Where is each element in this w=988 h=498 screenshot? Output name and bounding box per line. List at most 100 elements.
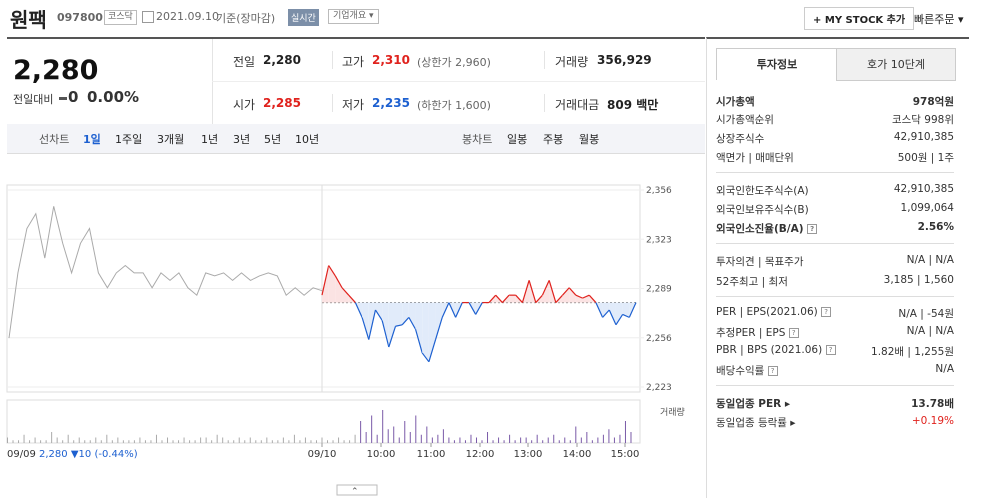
volume-bar <box>415 415 417 443</box>
price-line-segment <box>321 265 330 296</box>
volume-bar <box>89 440 91 443</box>
volume-bar <box>73 440 75 443</box>
tab-quote-10[interactable]: 호가 10단계 <box>836 48 956 81</box>
price-line-segment <box>541 280 550 296</box>
volume-bar <box>591 440 593 443</box>
volume-bar <box>205 437 207 443</box>
volume-value: 356,929 <box>597 53 652 67</box>
volume-bar <box>575 426 577 443</box>
price-line-segment <box>395 324 403 327</box>
info-row-est-per: 추정PER | EPS ? N/A | N/A <box>716 325 954 339</box>
info-row-sector-per[interactable]: 동일업종 PER ▸ 13.78배 <box>716 398 954 410</box>
x-tick-label: 14:00 <box>563 449 592 460</box>
price-area <box>575 295 583 303</box>
volume-bar <box>404 421 406 443</box>
y-tick-label: 2,289 <box>646 285 672 295</box>
volume-bar <box>376 434 378 443</box>
info-row-52week: 52주최고 | 최저 3,185 | 1,560 <box>716 274 954 288</box>
stock-code: 097800 <box>57 11 103 24</box>
price-line-segment <box>588 294 597 303</box>
realtime-badge[interactable]: 실시간 <box>288 9 319 26</box>
price-line-segment <box>521 280 530 303</box>
tab-5y[interactable]: 5년 <box>264 133 282 146</box>
volume-bar <box>464 440 466 443</box>
price-line-segment <box>548 280 557 303</box>
investment-info-panel <box>706 37 969 498</box>
price-line-segment <box>608 309 617 326</box>
volume-bar <box>509 434 511 443</box>
volume-bar <box>167 437 169 443</box>
y-tick-label: 2,356 <box>646 186 672 196</box>
help-icon[interactable]: ? <box>821 307 832 317</box>
volume-bar <box>266 437 268 443</box>
volume-bar <box>51 432 53 443</box>
volume-bar <box>128 440 130 443</box>
help-icon[interactable]: ? <box>767 366 778 376</box>
company-overview-button[interactable]: 기업개요 ▾ <box>328 9 379 24</box>
volume-bar <box>498 437 500 443</box>
volume-bar <box>354 434 356 443</box>
volume-bar <box>349 440 351 443</box>
tab-investment-info[interactable]: 투자정보 <box>716 48 838 80</box>
tab-monthly[interactable]: 월봉 <box>579 133 600 146</box>
x-tick-label: 13:00 <box>514 449 543 460</box>
price-line-segment <box>388 326 397 348</box>
price-area <box>428 302 436 362</box>
tab-1y[interactable]: 1년 <box>201 133 219 146</box>
volume-area <box>6 399 641 444</box>
volume-bar <box>7 437 8 443</box>
tab-1w[interactable]: 1주일 <box>115 133 143 146</box>
lower-limit: (하한가 1,600) <box>417 99 491 112</box>
y-tick-label: 2,256 <box>646 334 672 344</box>
price-line-segment <box>615 314 624 326</box>
help-icon[interactable]: ? <box>807 224 818 234</box>
price-chart[interactable]: 2,356 2,323 2,289 2,256 2,223 09/10 10:00 11:0… <box>0 155 705 496</box>
high-label: 고가 <box>342 55 365 69</box>
low-label: 저가 <box>342 98 365 112</box>
price-line-segment <box>602 309 610 318</box>
volume-bar <box>95 437 97 443</box>
volume-bar <box>520 437 522 443</box>
volume-bar <box>321 437 323 443</box>
volume-bar <box>194 440 196 443</box>
info-row-opinion: 투자의견 | 목표주가 N/A | N/A <box>716 254 954 268</box>
tab-10y[interactable]: 10년 <box>295 133 320 146</box>
volume-bar <box>211 440 213 443</box>
tab-1d[interactable]: 1일 <box>83 133 101 146</box>
price-line-segment <box>414 329 423 354</box>
help-icon[interactable]: ? <box>788 328 799 338</box>
chevron-down-icon: ▾ <box>957 13 964 26</box>
help-icon[interactable]: ? <box>825 345 836 355</box>
info-row-foreign-holdings: 외국인보유주식수(B) 1,099,064 <box>716 202 954 216</box>
my-stock-add-button[interactable]: + MY STOCK 추가 <box>804 7 915 30</box>
volume-bar <box>106 434 108 443</box>
volume-bar <box>45 440 47 443</box>
volume-bar <box>172 440 174 443</box>
volume-axis-label: 거래량 <box>660 406 685 418</box>
info-row-pbr: PBR | BPS (2021.06) ? 1.82배 | 1,255원 <box>716 344 954 358</box>
tab-3m[interactable]: 3개월 <box>157 133 185 146</box>
volume-bar <box>437 434 439 443</box>
price-line-segment <box>595 302 604 318</box>
price-area <box>388 302 396 348</box>
volume-bar <box>547 437 549 443</box>
volume-bar <box>586 432 588 443</box>
volume-bar <box>503 440 505 443</box>
price-line-segment <box>334 275 343 289</box>
chart-collapse-button[interactable] <box>336 484 378 496</box>
price-line-segment <box>368 309 377 340</box>
tab-weekly[interactable]: 주봉 <box>543 133 564 146</box>
quick-order-button[interactable]: 빠른주문 ▾ <box>914 13 964 26</box>
volume-bar <box>310 440 312 443</box>
info-row-dividend: 배당수익률 ? N/A <box>716 363 954 377</box>
volume-bar <box>62 440 64 443</box>
info-row-sector-change[interactable]: 동일업종 등락률 ▸ +0.19% <box>716 415 954 429</box>
price-line-segment <box>448 302 457 318</box>
volume-bar <box>597 437 599 443</box>
price-area <box>328 265 336 303</box>
tab-daily[interactable]: 일봉 <box>507 133 528 146</box>
price-area <box>375 302 383 321</box>
tab-3y[interactable]: 3년 <box>233 133 251 146</box>
volume-bar <box>398 437 400 443</box>
price-line-segment <box>401 316 410 326</box>
